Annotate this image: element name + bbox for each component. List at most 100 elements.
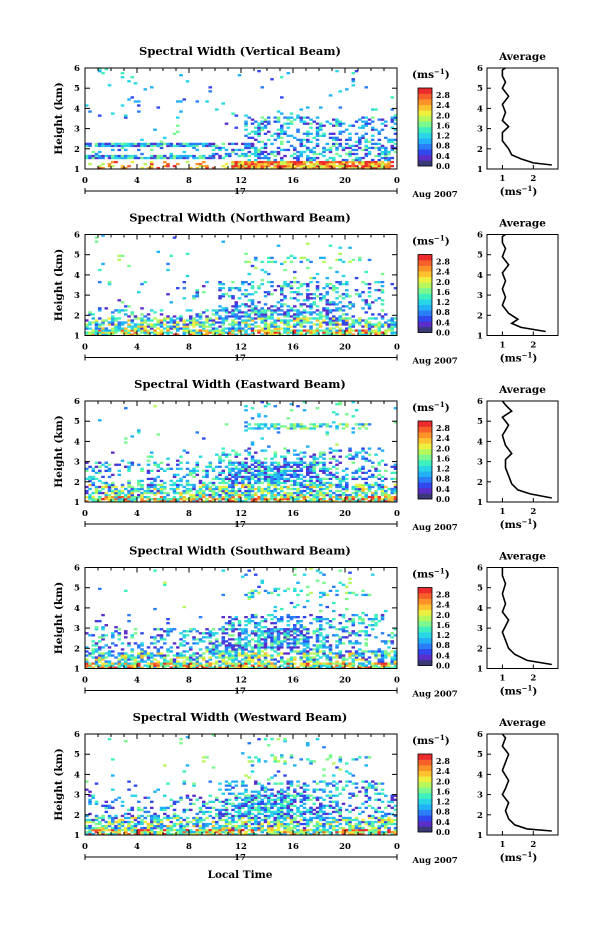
heatmap-cell [302, 333, 307, 336]
heatmap-cell [312, 495, 317, 499]
heatmap-cell [237, 495, 242, 499]
heatmap-cell [237, 311, 242, 314]
heatmap-cell [299, 489, 304, 493]
heatmap-cell [208, 142, 213, 146]
heatmap-cell [393, 495, 398, 499]
heatmap-cell [299, 285, 304, 288]
heatmap-cell [137, 660, 141, 663]
heatmap-cell [254, 459, 258, 462]
heatmap-cell [358, 323, 362, 326]
heatmap-cell [260, 86, 265, 89]
heatmap-cell [358, 654, 362, 657]
heatmap-cell [377, 650, 382, 653]
heatmap-cell [140, 282, 144, 286]
heatmap-cell [299, 652, 304, 655]
heatmap-cell [208, 666, 213, 669]
heatmap-cell [332, 144, 336, 148]
heatmap-cell [364, 613, 369, 617]
heatmap-cell [114, 323, 118, 326]
heatmap-cell [101, 463, 105, 466]
heatmap-cell [348, 447, 352, 450]
heatmap-cell [319, 487, 323, 491]
heatmap-cell [146, 329, 151, 332]
y-tick-label: 6 [74, 397, 80, 407]
heatmap-cell [182, 662, 187, 665]
heatmap-cell [176, 463, 180, 466]
heatmap-cell [273, 658, 278, 661]
heatmap-cell [338, 642, 343, 645]
heatmap-cell [163, 499, 167, 503]
heatmap-cell [237, 331, 242, 334]
heatmap-cell [185, 491, 190, 495]
heatmap-cell [302, 319, 307, 322]
heatmap-cell [244, 491, 248, 495]
heatmap-cell [335, 485, 339, 489]
heatmap-cell [345, 319, 349, 322]
heatmap-cell [296, 638, 300, 641]
heatmap-cell [319, 656, 323, 659]
heatmap-cell [309, 483, 313, 487]
heatmap-cell [241, 142, 245, 146]
heatmap-cell [374, 654, 378, 657]
heatmap-cell [150, 451, 154, 454]
heatmap-cell [312, 459, 317, 462]
heatmap-cell [124, 654, 128, 657]
heatmap-cell [244, 632, 248, 635]
heatmap-cell [377, 148, 382, 152]
heatmap-cell [257, 585, 261, 588]
heatmap-cell [309, 471, 313, 475]
heatmap-cell [393, 491, 398, 495]
heatmap-cell [380, 664, 385, 667]
heatmap-cell [328, 489, 333, 493]
heatmap-cell [374, 495, 378, 499]
heatmap-cell [328, 162, 333, 166]
heatmap-cell [114, 644, 118, 647]
heatmap-cell [293, 567, 297, 570]
heatmap-cell [354, 632, 359, 635]
heatmap-cell [270, 162, 274, 166]
heatmap-cell [302, 282, 307, 286]
heatmap-cell [283, 493, 287, 497]
heatmap-cell [293, 615, 297, 619]
heatmap-cell [335, 477, 339, 481]
heatmap-cell [335, 333, 339, 336]
heatmap-cell [130, 648, 135, 651]
heatmap-cell [182, 654, 187, 657]
heatmap-cell [387, 160, 391, 164]
heatmap-cell [387, 150, 391, 154]
heatmap-cell [244, 160, 248, 164]
heatmap-cell [257, 489, 261, 493]
heatmap-cell [198, 333, 203, 336]
heatmap-cell [280, 620, 284, 623]
heatmap-cell [286, 148, 291, 152]
heatmap-cell [315, 615, 320, 619]
heatmap-cell [286, 331, 291, 334]
heatmap-cell [237, 493, 242, 497]
heatmap-cell [306, 317, 310, 320]
heatmap-cell [247, 144, 252, 148]
heatmap-cell [354, 483, 359, 487]
heatmap-cell [140, 331, 144, 334]
heatmap-cell [137, 327, 141, 330]
heatmap-cell [250, 417, 255, 420]
heatmap-cell [283, 331, 287, 334]
heatmap-cell [234, 664, 239, 667]
heatmap-cell [289, 601, 294, 605]
heatmap-cell [124, 441, 128, 444]
heatmap-cell [315, 485, 320, 489]
heatmap-cell [384, 662, 388, 665]
colorbar-unit-close: ) [445, 402, 450, 414]
heatmap-cell [387, 634, 391, 637]
heatmap-cell [267, 499, 271, 503]
heatmap-cell [198, 317, 203, 320]
heatmap-cell [140, 319, 144, 322]
heatmap-cell [111, 144, 115, 148]
heatmap-cell [104, 142, 109, 146]
heatmap-cell [101, 72, 105, 75]
heatmap-cell [120, 166, 125, 170]
heatmap-cell [390, 658, 395, 661]
heatmap-cell [211, 331, 216, 334]
heatmap-cell [332, 618, 336, 621]
heatmap-cell [205, 664, 209, 667]
heatmap-cell [328, 646, 333, 649]
